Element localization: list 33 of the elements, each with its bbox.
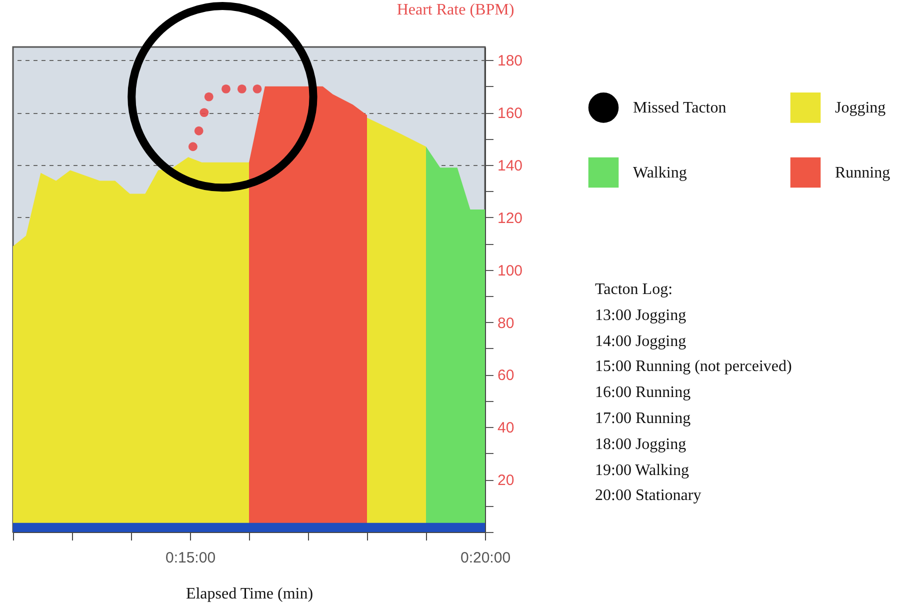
- text: 19:00 Walking: [595, 460, 690, 481]
- point: [222, 84, 230, 94]
- legend-label: Walking: [633, 164, 687, 182]
- y-tick-label: 80: [498, 314, 514, 332]
- point: [252, 84, 262, 94]
- point: [204, 92, 214, 102]
- legend-label: Jogging: [835, 100, 886, 117]
- text: 13:00 Jogging: [595, 306, 688, 326]
- x-axis-title: Elapsed Time (min): [186, 586, 314, 602]
- point: [194, 126, 204, 136]
- y-tick-label: 120: [498, 210, 523, 227]
- text: 14:00 Jogging: [595, 332, 688, 352]
- y-tick-label: 100: [498, 262, 523, 280]
- y-tick-label: 180: [498, 52, 523, 70]
- y-tick-label: 140: [498, 157, 523, 174]
- y-tick-label: 160: [498, 105, 523, 122]
- text: Tacton Log:: [595, 280, 674, 300]
- point: [200, 108, 209, 118]
- y-axis-title: Heart Rate (BPM): [396, 2, 514, 18]
- point: [237, 84, 246, 94]
- legend-label: Missed Tacton: [633, 100, 726, 117]
- y-tick-label: 40: [498, 420, 514, 437]
- text: 17:00 Running: [595, 408, 692, 429]
- y-tick-label: 20: [498, 472, 514, 490]
- point: [188, 142, 198, 152]
- text: 20:00 Stationary: [595, 486, 702, 506]
- x-tick-label: 0:20:00: [460, 550, 511, 566]
- legend-label: Running: [835, 164, 890, 182]
- x-tick-label: 0:15:00: [165, 550, 216, 566]
- text: 16:00 Running: [595, 383, 692, 404]
- text: 18:00 Jogging: [595, 434, 688, 455]
- y-tick-label: 60: [498, 367, 514, 384]
- text: 15:00 Running (not perceived): [595, 357, 792, 378]
